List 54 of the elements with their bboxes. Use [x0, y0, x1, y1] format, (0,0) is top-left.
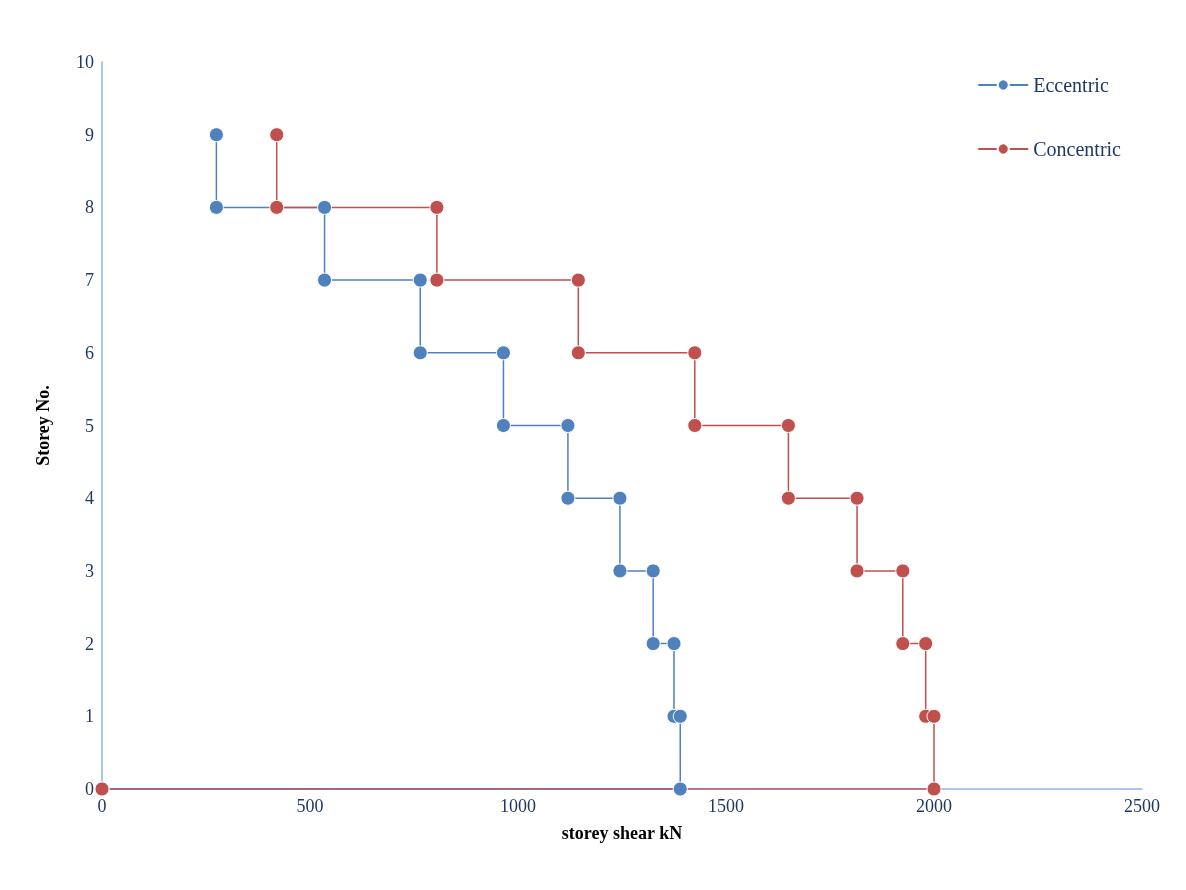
- point: [687, 418, 703, 433]
- y-tick-label: 9: [85, 124, 94, 145]
- point: [926, 781, 942, 797]
- point: [208, 127, 224, 143]
- point: [672, 781, 688, 797]
- x-tick-label: 500: [296, 796, 324, 816]
- point: [849, 490, 865, 506]
- y-tick-label: 1: [85, 706, 94, 727]
- point: [560, 490, 576, 506]
- point: [687, 345, 703, 361]
- point: [570, 345, 586, 361]
- point: [895, 636, 911, 652]
- y-tick-label: 8: [85, 197, 94, 218]
- point: [849, 563, 865, 579]
- y-tick-label: 4: [85, 488, 94, 509]
- y-tick-label: 7: [85, 270, 94, 291]
- point: [570, 272, 586, 288]
- point: [926, 708, 942, 724]
- point: [495, 418, 511, 433]
- point: [560, 418, 576, 433]
- point: [412, 272, 428, 288]
- legend-label: Eccentric: [1033, 74, 1109, 96]
- point: [429, 272, 445, 288]
- x-tick-label: 1500: [708, 796, 744, 816]
- point: [895, 563, 911, 579]
- point: [208, 199, 224, 215]
- point: [317, 272, 333, 288]
- point: [780, 490, 796, 506]
- x-tick-label: 1000: [500, 796, 536, 816]
- point: [612, 563, 628, 579]
- point: [612, 490, 628, 506]
- x-tick-label: 2000: [916, 796, 952, 816]
- point: [666, 636, 682, 652]
- x-axis-title: storey shear kN: [561, 823, 683, 843]
- point: [412, 345, 428, 361]
- y-axis-title: Storey No.: [33, 385, 53, 466]
- point: [269, 127, 285, 143]
- y-tick-label: 10: [76, 52, 94, 72]
- point: [645, 563, 661, 579]
- x-tick-label: 2500: [1124, 796, 1160, 816]
- point: [317, 199, 333, 215]
- point: [672, 708, 688, 724]
- y-tick-label: 6: [85, 342, 94, 363]
- y-tick-label: 2: [85, 633, 94, 654]
- point: [269, 199, 285, 215]
- legend-label: Concentric: [1033, 138, 1122, 160]
- point: [429, 199, 445, 215]
- y-tick-label: 5: [85, 415, 94, 436]
- point: [918, 636, 934, 652]
- y-tick-label: 0: [85, 779, 94, 799]
- point: [780, 418, 796, 433]
- point: [645, 636, 661, 652]
- y-tick-label: 3: [85, 560, 94, 581]
- point: [495, 345, 511, 361]
